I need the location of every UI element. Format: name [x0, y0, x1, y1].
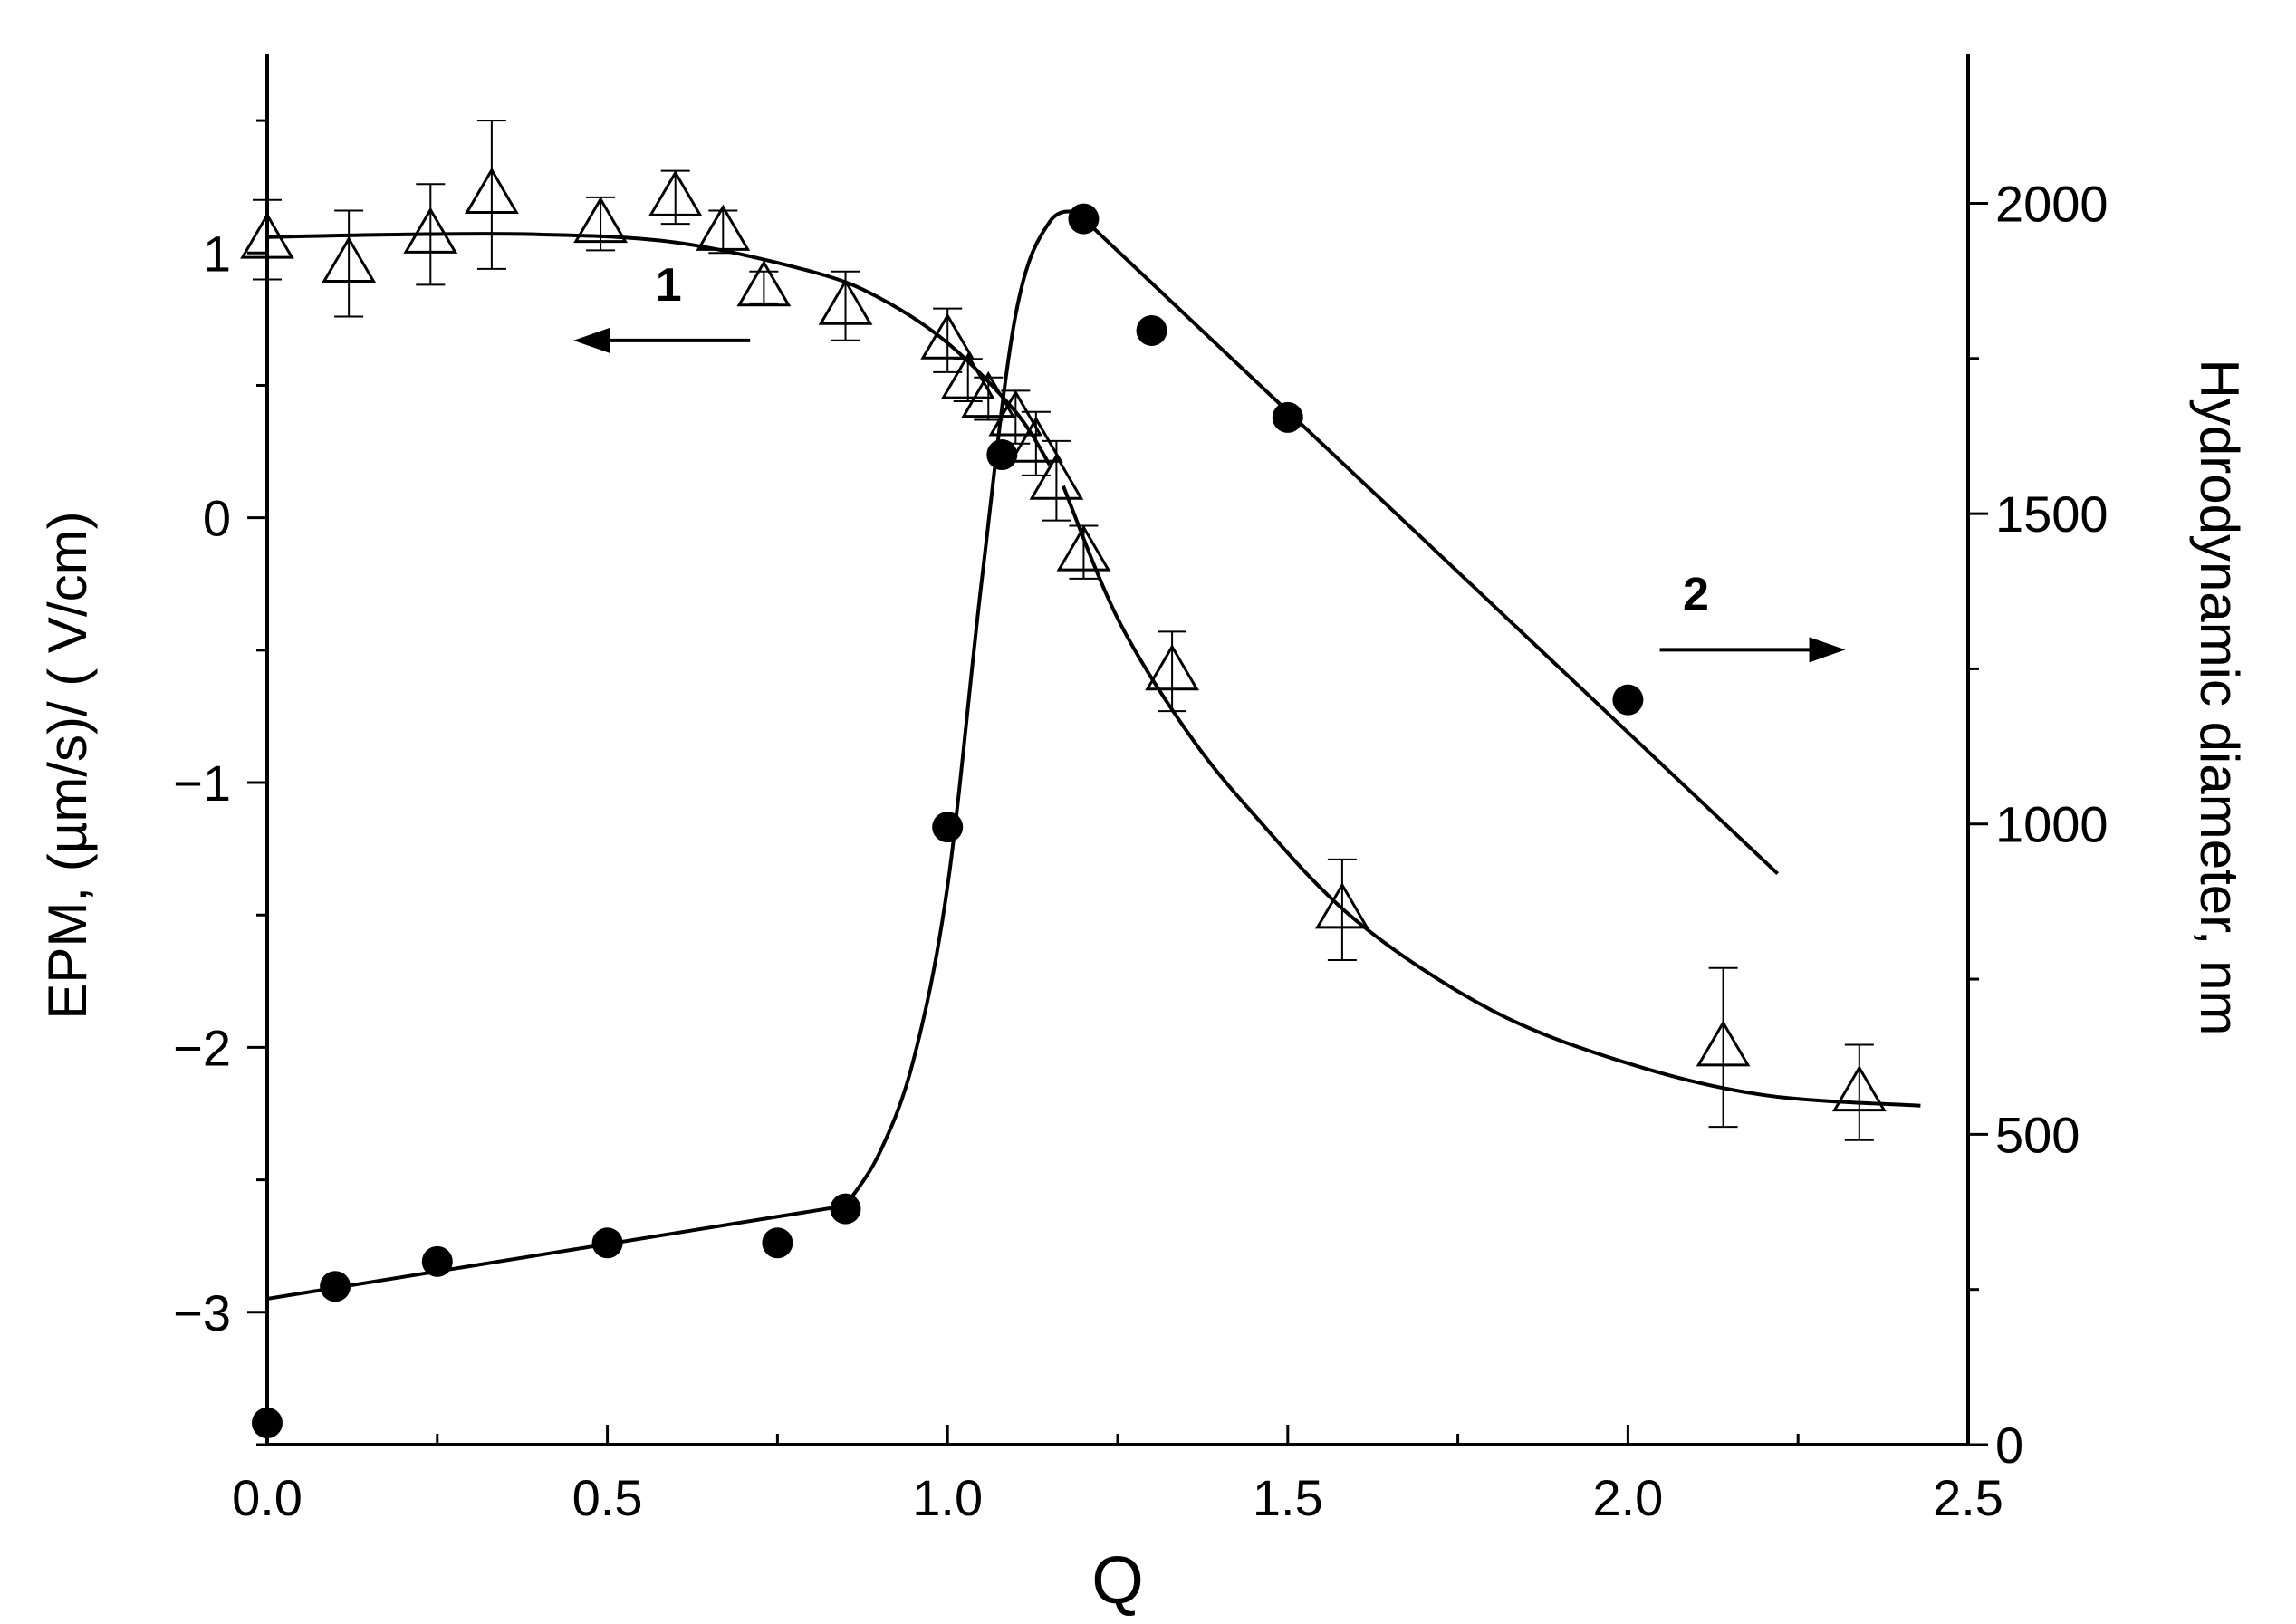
data-marks: [240, 120, 1887, 1439]
data-point-series-2: [1612, 684, 1644, 716]
y-left-tick-label: −3: [173, 1284, 231, 1341]
x-tick-label: 1.5: [1253, 1469, 1323, 1526]
data-point-series-1: [988, 389, 1043, 437]
data-point-series-2: [762, 1227, 793, 1259]
data-point-series-2: [1136, 314, 1167, 346]
data-point-series-1: [648, 169, 703, 216]
data-point-series-1: [736, 260, 792, 307]
data-point-series-1: [1056, 524, 1111, 572]
data-point-series-2: [252, 1408, 283, 1439]
y-right-axis-title: Hydrodynamic diameter, nm: [2189, 360, 2250, 1036]
data-point-series-1: [696, 204, 751, 251]
y-left-tick-label: −1: [173, 754, 231, 812]
data-point-series-1: [1314, 882, 1369, 929]
data-point-series-1: [818, 278, 873, 325]
fit-line-2: [1082, 217, 1780, 876]
fit-line-2: [266, 1204, 846, 1301]
y-left-tick-label: 1: [203, 225, 231, 282]
data-point-series-1: [322, 235, 377, 283]
data-point-series-1: [403, 207, 458, 254]
annotation-label-1: 1: [656, 259, 682, 312]
data-point-series-1: [240, 212, 294, 259]
data-point-series-2: [932, 812, 964, 843]
data-point-series-2: [1068, 203, 1100, 235]
tick-labels: 0.0 0.5 1.0 1.5 2.0 2.5 −3 −2 −1 0 1 0 500 1000 1500 20…: [173, 175, 2108, 1526]
x-tick-label: 2.5: [1933, 1469, 2003, 1526]
data-point-series-2: [1272, 401, 1303, 433]
y-left-axis-title: EPM, (µm/s)/ ( V/cm): [37, 511, 98, 1019]
axes: [265, 54, 1970, 1446]
y-left-tick-label: 0: [203, 490, 231, 547]
fit-line-1: [1062, 485, 1921, 1108]
data-point-series-1: [1696, 1020, 1751, 1067]
x-tick-label: 2.0: [1592, 1469, 1663, 1526]
x-axis-title: Q: [1091, 1542, 1144, 1618]
data-point-series-1: [1029, 453, 1084, 500]
annotation-arrow-head: [1809, 637, 1846, 663]
annotation-arrow-head: [573, 327, 610, 353]
annotation-label-2: 2: [1683, 568, 1709, 620]
data-point-series-1: [464, 167, 519, 214]
x-tick-label: 0.0: [232, 1469, 303, 1526]
data-point-series-1: [1145, 643, 1200, 691]
y-left-tick-label: −2: [173, 1019, 231, 1076]
ticks: [247, 119, 1988, 1446]
x-tick-label: 1.0: [912, 1469, 983, 1526]
data-point-series-1: [1831, 1064, 1887, 1112]
data-point-series-1: [920, 312, 975, 360]
data-point-series-2: [320, 1271, 351, 1302]
data-point-series-2: [591, 1227, 623, 1259]
fit-lines: [266, 209, 1921, 1301]
y-right-tick-label: 0: [1995, 1417, 2023, 1474]
data-point-series-2: [830, 1193, 861, 1225]
annotations: 12: [573, 259, 1846, 663]
y-right-tick-label: 500: [1995, 1106, 2080, 1163]
fit-line-2: [843, 209, 1084, 1207]
x-tick-label: 0.5: [572, 1469, 643, 1526]
y-right-tick-label: 1000: [1995, 796, 2109, 853]
data-point-series-2: [421, 1245, 453, 1277]
data-point-series-2: [986, 438, 1018, 470]
fit-line-1: [266, 232, 1052, 466]
y-right-tick-label: 1500: [1995, 485, 2109, 543]
data-point-series-1: [961, 370, 1016, 418]
data-point-series-1: [573, 196, 628, 244]
y-right-tick-label: 2000: [1995, 175, 2109, 232]
